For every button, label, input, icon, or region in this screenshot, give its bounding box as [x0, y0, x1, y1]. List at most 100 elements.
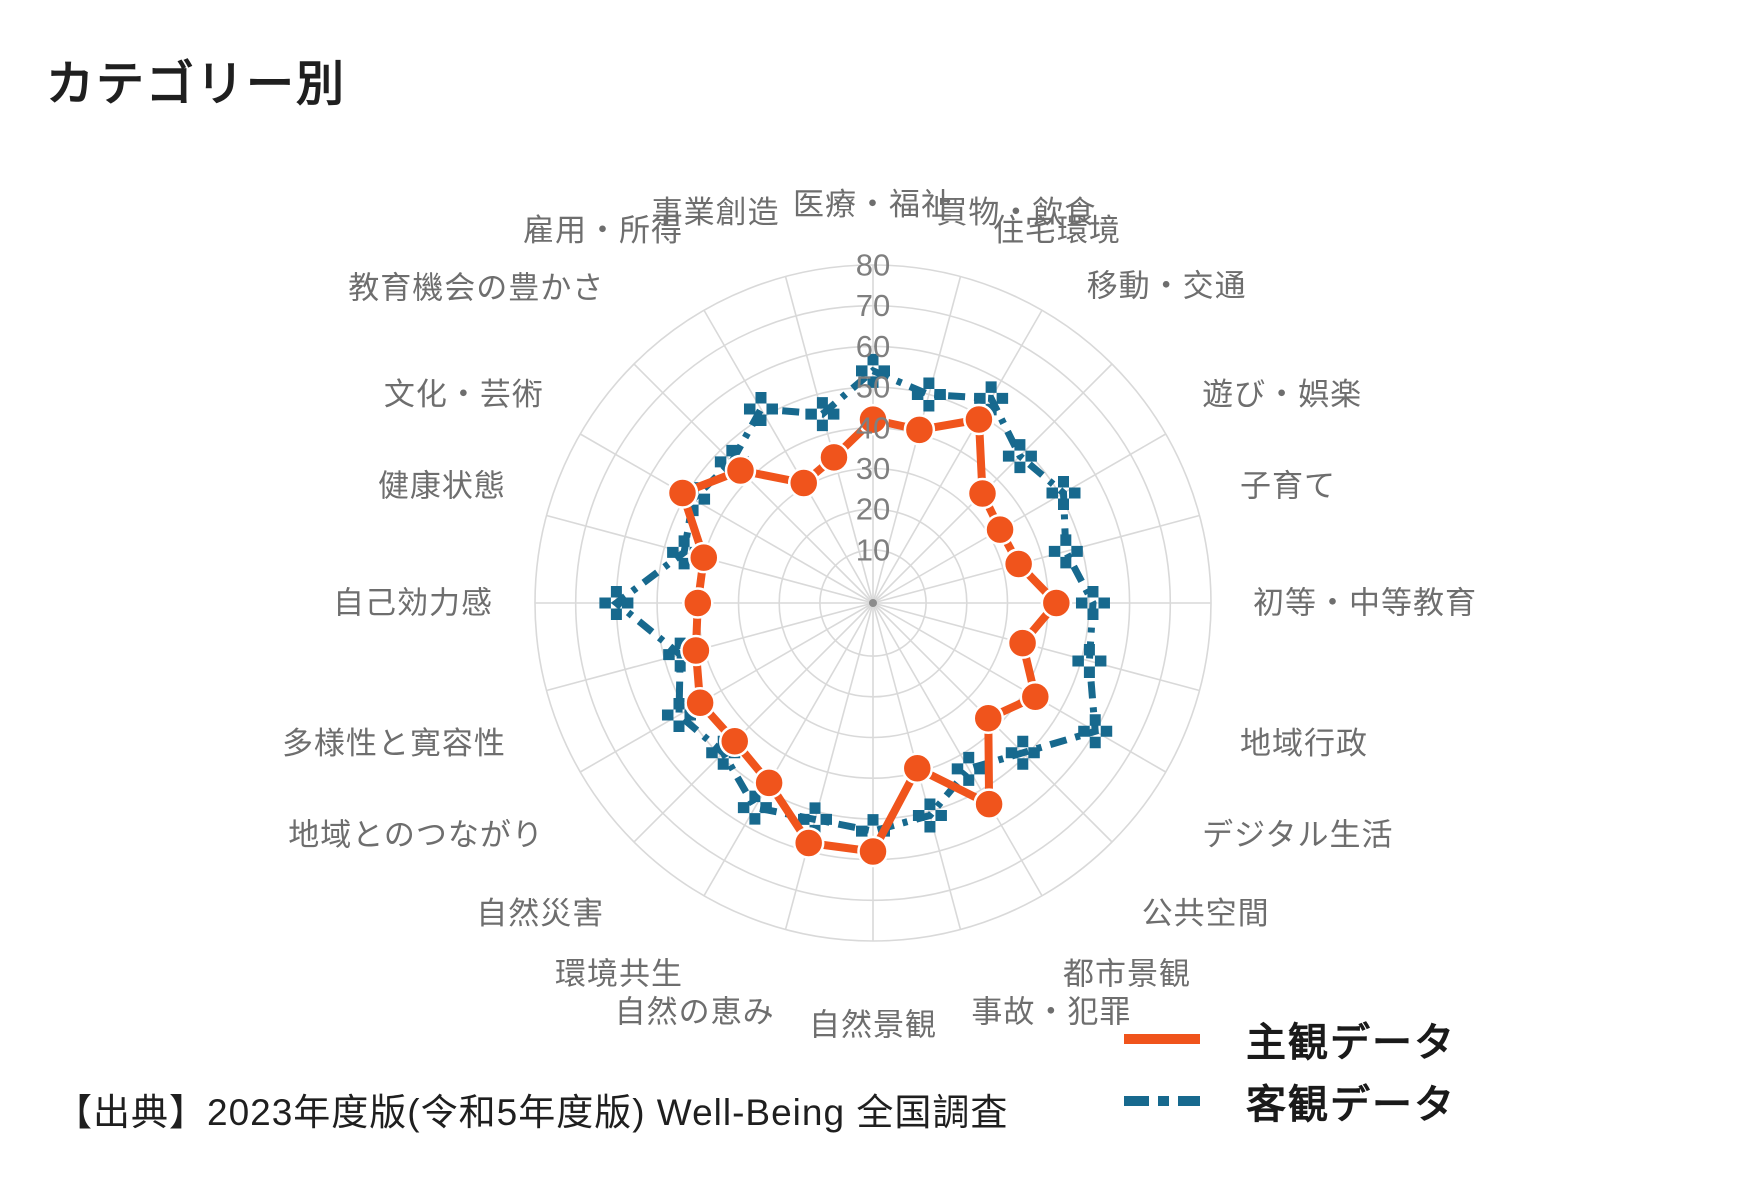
radial-tick-label: 50: [856, 370, 890, 405]
subjective-circle-marker: [684, 687, 716, 719]
subjective-circle-marker: [718, 725, 751, 758]
axis-spoke: [703, 602, 874, 897]
subjective-circle-marker: [903, 414, 936, 446]
objective-line: [610, 366, 1099, 835]
axis-spoke: [579, 433, 874, 604]
category-label: 遊び・娯楽: [1202, 377, 1362, 412]
subjective-circle-marker: [901, 752, 934, 785]
category-label: 環境共生: [555, 956, 683, 991]
axis-spoke: [579, 602, 874, 773]
category-label: 地域行政: [1240, 726, 1368, 761]
axis-spoke: [872, 602, 1043, 897]
subjective-circle-marker: [724, 454, 757, 487]
axis-spoke: [872, 309, 1043, 604]
objective-plus-marker: [974, 381, 1009, 416]
category-label: 多様性と寛容性: [282, 726, 506, 761]
subjective-circle-marker: [666, 477, 699, 509]
objective-plus-marker: [599, 586, 634, 620]
center-dot: [869, 599, 877, 607]
objective-plus-marker: [1072, 643, 1107, 678]
objective-plus-marker: [856, 353, 890, 388]
subjective-line-swatch: [1124, 1034, 1200, 1044]
objective-line-swatch: [1124, 1096, 1200, 1106]
category-label: 健康状態: [378, 469, 506, 504]
radial-tick-labels: 10 20 30 40 50 60 70 80: [856, 248, 890, 568]
radial-tick-label: 80: [856, 248, 890, 283]
category-label: 買物・飲食: [936, 195, 1096, 230]
chart-legend: 主観データ 客観データ: [1124, 1008, 1644, 1132]
subjective-circle-marker: [787, 467, 820, 499]
category-label: 雇用・所得: [523, 213, 683, 248]
objective-plus-marker: [912, 798, 947, 833]
subjective-circle-marker: [682, 587, 714, 619]
subjective-circle-marker: [688, 541, 720, 574]
subjective-circle-marker: [972, 702, 1005, 735]
objective-plus-marker: [1048, 534, 1083, 569]
axis-spoke: [872, 433, 1167, 604]
subjective-circle-marker: [680, 634, 712, 667]
subjective-circle-marker: [984, 513, 1016, 546]
objective-plus-marker: [661, 698, 696, 733]
radial-tick-label: 20: [856, 492, 890, 527]
axis-spoke: [872, 602, 1167, 773]
objective-plus-marker: [805, 397, 840, 432]
radial-tick-label: 40: [856, 410, 890, 445]
radial-tick-label: 70: [856, 288, 890, 323]
category-label: 教育機会の豊かさ: [348, 270, 604, 305]
category-label: 医療・福祉: [793, 187, 953, 222]
objective-plus-marker: [1002, 439, 1037, 474]
page-title: カテゴリー別: [46, 58, 347, 111]
category-label: 自然災害: [476, 896, 604, 931]
radial-tick-label: 30: [856, 451, 890, 486]
category-label: 事故・犯罪: [971, 994, 1131, 1029]
axis-spoke: [633, 602, 874, 843]
axis-spoke: [784, 276, 874, 604]
axis-spoke: [703, 309, 874, 604]
legend-label-subjective: 主観データ: [1246, 1021, 1456, 1065]
series-subjective: [666, 403, 1073, 868]
category-label: 子育て: [1240, 469, 1336, 504]
axis-spoke: [784, 602, 874, 930]
radar-grid: [534, 264, 1212, 942]
subjective-circle-marker: [1002, 548, 1035, 580]
radial-tick-label: 60: [856, 329, 890, 364]
category-label: 自然の恵み: [615, 994, 775, 1029]
subjective-circle-marker: [1040, 587, 1073, 619]
subjective-circle-marker: [973, 788, 1005, 820]
category-label: 都市景観: [1063, 956, 1191, 991]
objective-plus-marker: [1078, 714, 1113, 749]
category-label: 自己効力感: [333, 586, 493, 621]
legend-item-objective: 客観データ: [1124, 1070, 1644, 1132]
objective-plus-marker: [951, 751, 986, 786]
legend-item-subjective: 主観データ: [1124, 1008, 1644, 1070]
category-label: 公共空間: [1142, 896, 1270, 931]
objective-plus-marker: [743, 391, 778, 426]
category-label: 文化・芸術: [384, 377, 544, 412]
subjective-circle-marker: [818, 441, 850, 474]
objective-plus-marker: [737, 790, 772, 825]
subjective-circle-marker: [966, 477, 999, 510]
subjective-circle-marker: [792, 827, 825, 859]
objective-plus-marker: [1075, 586, 1110, 620]
subjective-circle-marker: [857, 403, 889, 436]
subjective-circle-marker: [1019, 680, 1052, 713]
category-labels: 医療・福祉買物・飲食住宅環境移動・交通遊び・娯楽子育て初等・中等教育地域行政デジ…: [282, 187, 1476, 1042]
axis-spoke: [872, 514, 1200, 604]
category-label: 移動・交通: [1087, 268, 1247, 303]
category-label: 地域とのつながり: [288, 817, 544, 852]
objective-plus-marker: [911, 377, 946, 412]
source-citation: 【出典】2023年度版(令和5年度版) Well-Being 全国調査: [55, 1092, 1009, 1133]
category-label: 事業創造: [652, 195, 780, 230]
subjective-circle-marker: [963, 403, 995, 436]
category-label: デジタル生活: [1202, 817, 1393, 852]
subjective-circle-marker: [753, 767, 785, 799]
category-label: 住宅環境: [993, 213, 1121, 248]
category-label: 自然景観: [809, 1007, 937, 1042]
axis-spoke: [633, 363, 874, 604]
subjective-circle-marker: [1006, 627, 1039, 659]
subjective-circle-marker: [857, 835, 889, 868]
objective-plus-marker: [1005, 735, 1040, 770]
objective-plus-marker: [1046, 476, 1081, 511]
